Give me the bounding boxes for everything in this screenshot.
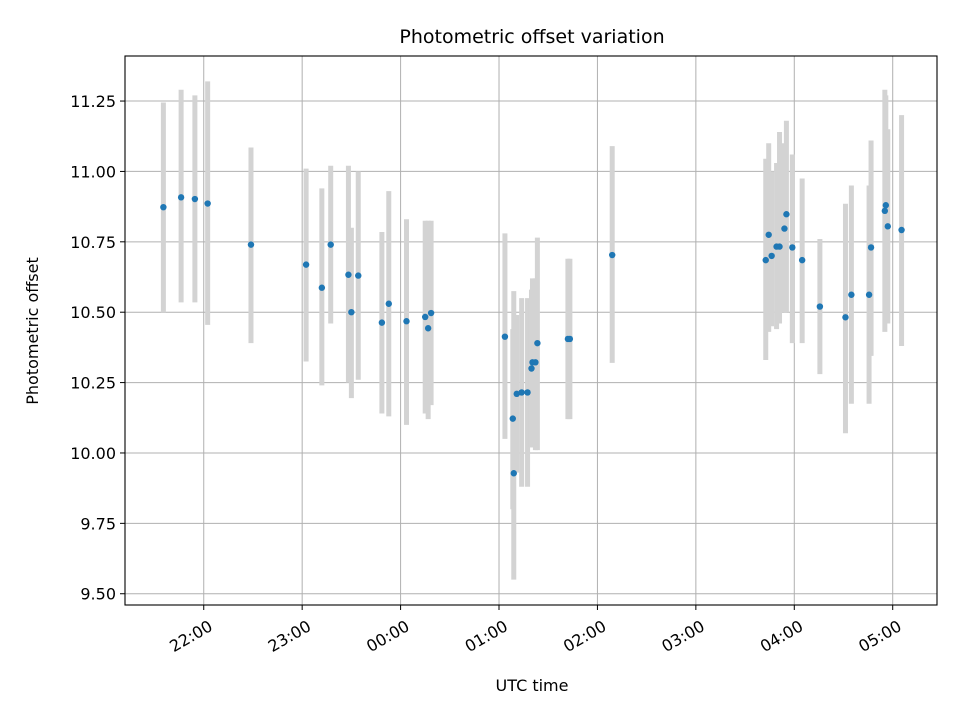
data-point <box>403 318 410 325</box>
data-point <box>609 251 616 259</box>
data-point <box>783 211 790 218</box>
data-point <box>768 252 775 260</box>
data-point <box>427 309 435 317</box>
data-point <box>513 390 520 398</box>
data-point <box>528 365 535 372</box>
data-point <box>501 333 509 340</box>
y-tick-label: 11.00 <box>70 162 116 181</box>
data-point <box>247 241 255 248</box>
data-point <box>776 243 783 250</box>
data-point <box>424 325 432 332</box>
y-tick-label: 9.50 <box>80 585 116 604</box>
data-point <box>327 241 334 248</box>
data-point <box>191 195 199 203</box>
data-point <box>378 319 386 326</box>
data-point <box>177 194 185 201</box>
data-point <box>881 207 889 215</box>
y-tick-label: 11.25 <box>70 92 116 111</box>
data-point <box>842 314 849 321</box>
y-tick-label: 10.25 <box>70 374 116 393</box>
data-points <box>160 194 905 477</box>
y-tick-label: 10.50 <box>70 303 116 322</box>
data-point <box>867 244 875 251</box>
data-point <box>345 271 352 278</box>
plot-frame <box>124 55 938 606</box>
data-point <box>865 291 873 298</box>
y-tick-label: 10.75 <box>70 233 116 252</box>
data-point <box>798 256 806 264</box>
data-point <box>534 339 541 347</box>
data-point <box>765 231 772 238</box>
data-point <box>355 272 362 279</box>
data-point <box>160 203 167 211</box>
data-point <box>566 335 574 343</box>
data-point <box>385 300 392 307</box>
chart-title: Photometric offset variation <box>399 26 664 48</box>
data-point <box>848 291 855 298</box>
data-point <box>204 200 211 207</box>
data-point <box>518 389 525 396</box>
data-point <box>789 244 796 251</box>
data-point <box>524 389 531 396</box>
data-point <box>816 303 824 310</box>
data-point <box>421 313 429 321</box>
data-point <box>318 284 326 291</box>
y-tick-label: 9.75 <box>80 514 116 533</box>
data-point <box>882 202 890 209</box>
data-point <box>884 223 891 230</box>
y-axis-ticks: 9.50 9.75 10.00 10.25 10.50 10.75 11.00 11.25 <box>70 92 125 604</box>
data-point <box>302 261 310 268</box>
data-point <box>510 470 517 477</box>
y-tick-label: 10.00 <box>70 444 116 463</box>
data-point <box>348 309 355 316</box>
data-point <box>532 359 539 366</box>
data-point <box>898 226 905 234</box>
y-axis-label: Photometric offset <box>23 257 42 405</box>
data-point <box>762 256 769 264</box>
data-point <box>509 415 516 422</box>
data-point <box>781 225 788 232</box>
x-axis-label: UTC time <box>496 676 569 695</box>
